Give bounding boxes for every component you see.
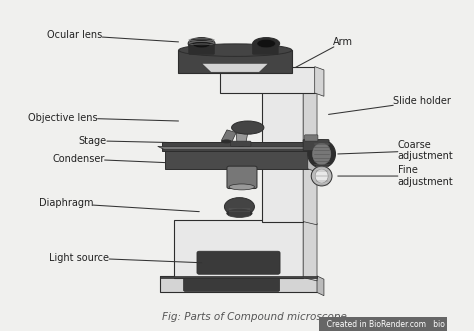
FancyBboxPatch shape xyxy=(189,43,215,54)
Text: Created in BioRender.com   bio: Created in BioRender.com bio xyxy=(322,320,445,329)
FancyBboxPatch shape xyxy=(227,166,257,189)
Ellipse shape xyxy=(224,198,255,216)
Polygon shape xyxy=(220,67,315,93)
Ellipse shape xyxy=(257,39,275,48)
Ellipse shape xyxy=(315,169,328,183)
Ellipse shape xyxy=(227,209,252,217)
Text: Diaphragm: Diaphragm xyxy=(38,198,199,212)
Ellipse shape xyxy=(253,38,280,49)
FancyBboxPatch shape xyxy=(303,139,329,151)
Text: Arm: Arm xyxy=(294,37,353,68)
Polygon shape xyxy=(221,130,236,142)
Ellipse shape xyxy=(229,184,255,190)
Polygon shape xyxy=(179,50,292,73)
FancyBboxPatch shape xyxy=(231,141,251,146)
Polygon shape xyxy=(303,220,317,281)
Ellipse shape xyxy=(188,38,215,49)
Polygon shape xyxy=(164,150,308,169)
Polygon shape xyxy=(236,133,248,145)
Polygon shape xyxy=(201,63,269,72)
Polygon shape xyxy=(160,276,317,292)
FancyBboxPatch shape xyxy=(252,43,278,54)
Polygon shape xyxy=(262,75,303,91)
Text: Ocular lens: Ocular lens xyxy=(47,30,179,42)
Text: Fig: Parts of Compound microscope: Fig: Parts of Compound microscope xyxy=(162,312,347,322)
Text: Coarse
adjustment: Coarse adjustment xyxy=(338,140,454,162)
Text: Objective lens: Objective lens xyxy=(28,113,179,123)
Ellipse shape xyxy=(179,44,292,56)
Ellipse shape xyxy=(311,166,332,186)
Polygon shape xyxy=(158,146,315,150)
Ellipse shape xyxy=(312,143,331,165)
Polygon shape xyxy=(315,67,324,96)
Polygon shape xyxy=(262,73,303,221)
Polygon shape xyxy=(162,142,310,151)
Polygon shape xyxy=(308,149,317,172)
Ellipse shape xyxy=(308,140,336,168)
FancyBboxPatch shape xyxy=(304,135,318,141)
Ellipse shape xyxy=(237,144,246,146)
Text: Stage: Stage xyxy=(79,136,195,146)
Polygon shape xyxy=(174,220,303,278)
FancyBboxPatch shape xyxy=(183,278,280,291)
Ellipse shape xyxy=(221,140,232,143)
Polygon shape xyxy=(160,276,317,278)
Polygon shape xyxy=(317,276,324,296)
Text: Light source: Light source xyxy=(49,253,201,263)
Text: Fine
adjustment: Fine adjustment xyxy=(338,165,454,187)
Ellipse shape xyxy=(232,121,264,134)
Text: Slide holder: Slide holder xyxy=(328,96,451,115)
Polygon shape xyxy=(303,73,317,225)
FancyBboxPatch shape xyxy=(197,251,280,274)
Ellipse shape xyxy=(192,39,211,48)
Text: Condenser: Condenser xyxy=(52,154,195,164)
